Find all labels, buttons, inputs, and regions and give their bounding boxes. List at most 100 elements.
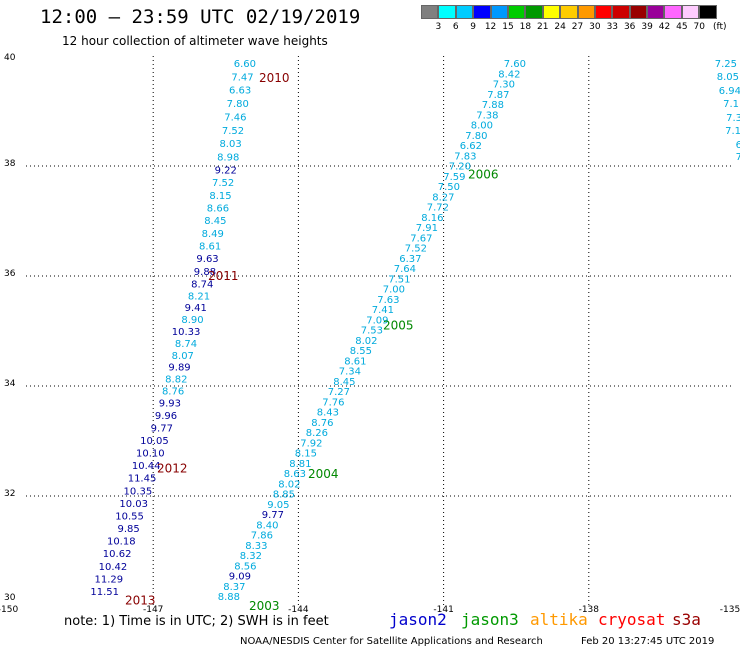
swh-value: 6.94: [719, 86, 740, 97]
lat-tick-label: 36: [4, 269, 16, 279]
lon-tick-label: -138: [579, 605, 600, 615]
lon-tick-label: -141: [433, 605, 453, 615]
swh-value: 11.29: [95, 574, 124, 585]
swh-value: 7.72: [427, 203, 449, 214]
swh-value: 8.37: [223, 582, 245, 593]
swh-value: 7.91: [416, 223, 438, 234]
legend-label: 45: [676, 22, 688, 32]
swh-value: 7: [736, 152, 740, 163]
swh-value: 8.88: [218, 592, 240, 603]
satellite-name-altika: altika: [530, 610, 588, 629]
swh-value: 7.88: [482, 100, 504, 111]
swh-value: 7.52: [222, 126, 244, 137]
map-axis-labels: -150 -147 -144 -141 -138 -135 40 38 36 34 32 30: [0, 53, 740, 615]
lon-tick-label: -150: [0, 605, 18, 615]
swh-value: 7.60: [504, 59, 526, 70]
lat-tick-label: 40: [4, 53, 16, 63]
swh-value: 9.93: [159, 398, 181, 409]
swh-value: 10.62: [103, 549, 132, 560]
swh-value: 8.66: [207, 204, 229, 215]
swh-value: 7.09: [366, 315, 388, 326]
swh-value: 7.92: [300, 438, 322, 449]
track-time-label: 2010: [259, 71, 290, 85]
swh-value: 7.52: [212, 178, 234, 189]
track-time-label: 2011: [208, 269, 239, 283]
swh-value: 8.63: [284, 469, 306, 480]
track-middle: 7.608.427.307.877.887.388.007.806.627.83…: [218, 59, 526, 613]
footer-note: note: 1) Time is in UTC; 2) SWH is in fe…: [64, 614, 329, 629]
swh-value: 7.00: [383, 285, 405, 296]
swh-value: 7.20: [449, 162, 471, 173]
swh-value: 9.09: [229, 572, 251, 583]
legend-swatch: [577, 5, 595, 19]
track-time-label: 2005: [383, 319, 414, 333]
swh-value: 9.77: [262, 510, 284, 521]
legend-label: 15: [502, 22, 514, 32]
legend-swatch: [629, 5, 648, 19]
swh-value: 7.25: [715, 59, 737, 70]
legend-swatch: [542, 5, 561, 19]
swh-value: 7.50: [438, 182, 460, 193]
lat-tick-label: 34: [4, 379, 16, 389]
swh-value: 8.82: [165, 375, 187, 386]
swh-value: 10.55: [115, 511, 144, 522]
swh-value: 7.67: [410, 233, 432, 244]
satellite-tracks: 6.607.476.637.807.467.528.038.989.227.52…: [90, 59, 740, 613]
swh-value: 7.1: [725, 126, 740, 137]
swh-value: 6.63: [229, 86, 251, 97]
swh-value: 8.32: [240, 551, 262, 562]
swh-value: 8.74: [175, 339, 197, 350]
swh-value: 8.49: [202, 229, 224, 240]
track-time-label: 2004: [308, 467, 339, 481]
legend-label: 21: [537, 22, 549, 32]
swh-value: 8.33: [245, 541, 267, 552]
legend-unit: (ft): [713, 22, 727, 32]
swh-value: 8.07: [172, 351, 194, 362]
legend-swatch: [594, 5, 613, 19]
swh-value: 8.05: [717, 72, 739, 83]
track-time-label: 2003: [249, 599, 280, 613]
swh-value: 9.41: [185, 303, 207, 314]
swh-value: 10.44: [132, 461, 161, 472]
swh-value: 7.53: [361, 326, 383, 337]
lon-tick-label: -144: [288, 605, 309, 615]
swh-value: 8.81: [289, 459, 311, 470]
swh-value: 7.52: [405, 244, 427, 255]
swh-value: 11.45: [128, 474, 157, 485]
satellite-name-jason2: jason2: [389, 610, 447, 629]
swh-value: 7.3: [726, 113, 740, 124]
legend-swatch: [455, 5, 474, 19]
swh-value: 8.56: [234, 561, 256, 572]
lat-tick-label: 38: [4, 159, 16, 169]
legend-swatch: [681, 5, 700, 19]
swh-value: 10.10: [136, 449, 165, 460]
swh-value: 8.43: [317, 408, 339, 419]
swh-value: 8.16: [421, 213, 443, 224]
swh-value: 7.1: [723, 99, 739, 110]
swh-value: 9.63: [196, 254, 218, 265]
swh-value: 7.46: [224, 112, 246, 123]
swh-value: 8.85: [273, 490, 295, 501]
track-time-label: 2013: [125, 594, 156, 608]
swh-value: 7.64: [394, 264, 416, 275]
swh-value: 9.88: [194, 267, 216, 278]
legend-swatch: [560, 5, 578, 19]
swh-value: 10.35: [124, 486, 153, 497]
swh-value: 7.51: [388, 274, 410, 285]
swh-value: 8.27: [432, 192, 454, 203]
swh-value: 8.55: [350, 346, 372, 357]
swh-value: 8.03: [219, 139, 241, 150]
track-west: 6.607.476.637.807.467.528.038.989.227.52…: [90, 59, 289, 608]
legend-label: 36: [623, 22, 636, 32]
lon-tick-label: -135: [720, 605, 740, 615]
legend-label: 9: [470, 22, 477, 32]
legend-swatch: [438, 5, 456, 19]
swh-value: 8.74: [191, 279, 213, 290]
legend-swatch: [421, 5, 439, 19]
legend-swatch: [612, 5, 630, 19]
swh-value: 7.27: [328, 387, 350, 398]
swh-value: 10.18: [107, 537, 136, 548]
swh-value: 8.00: [471, 121, 493, 132]
legend-swatch: [647, 5, 665, 19]
